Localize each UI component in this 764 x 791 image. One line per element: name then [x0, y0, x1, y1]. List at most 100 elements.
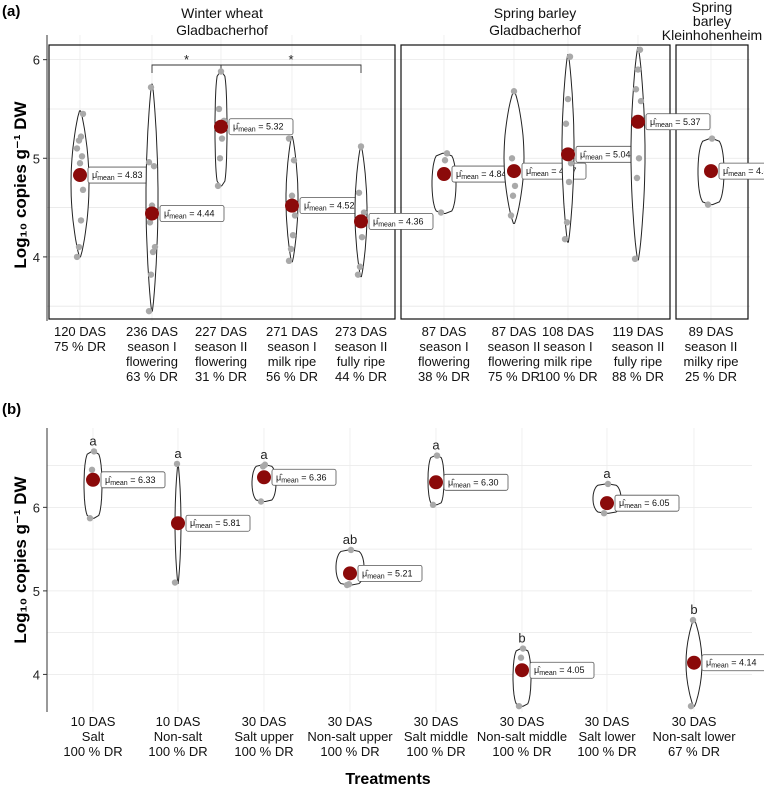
x-category-label-0: Salt [82, 729, 105, 744]
x-category-label-9: 25 % DR [685, 369, 737, 384]
mean-point-7 [561, 147, 575, 162]
x-category-label-6: 100 % DR [577, 744, 636, 759]
mean-label-text: μ̂mean = 4.52 [304, 201, 354, 213]
mean-label-box [701, 654, 764, 672]
x-category-label-3: season I [267, 339, 316, 354]
y-tick-label: 4 [33, 667, 40, 682]
data-point [564, 95, 572, 103]
data-point [632, 86, 640, 93]
data-point [600, 510, 608, 517]
data-point [634, 66, 642, 73]
data-point [88, 466, 96, 473]
mean-label-5: μ̂mean = 4.05 [529, 661, 595, 679]
x-category-label-4: 273 DAS [335, 324, 387, 339]
data-point [288, 192, 296, 199]
mean-label-text: μ̂mean = 5.21 [362, 568, 412, 580]
data-point [561, 235, 569, 243]
data-point [217, 68, 225, 75]
mean-point-1 [171, 516, 185, 531]
group-title-0: Winter wheat [181, 5, 263, 21]
data-point [289, 232, 297, 239]
mean-label-2: μ̂mean = 5.32 [228, 118, 294, 136]
x-category-label-1: flowering [126, 354, 178, 369]
significance-label: * [184, 52, 189, 67]
significance-letter-6: a [603, 466, 611, 481]
x-category-label-2: 100 % DR [234, 744, 293, 759]
data-point [290, 157, 298, 164]
x-category-label-6: 75 % DR [488, 369, 540, 384]
x-category-label-2: 227 DAS [195, 324, 247, 339]
data-point [149, 248, 157, 256]
mean-label-box [159, 205, 225, 222]
data-point [215, 105, 223, 113]
data-point [146, 219, 154, 226]
x-category-label-4: 100 % DR [406, 744, 465, 759]
x-category-label-6: Salt lower [578, 729, 636, 744]
y-tick-label: 5 [33, 151, 40, 166]
x-category-label-1: 236 DAS [126, 324, 178, 339]
x-category-label-8: 88 % DR [612, 369, 664, 384]
data-point [171, 579, 179, 586]
x-category-label-2: season II [195, 339, 248, 354]
x-category-label-6: flowering [488, 354, 540, 369]
data-point [218, 135, 226, 142]
mean-point-2 [257, 470, 271, 485]
panel-a-ylabel: Log₁₀ copies g⁻¹ DW [11, 100, 30, 268]
mean-label-text: μ̂mean = 4.83 [92, 170, 142, 182]
data-point [562, 120, 570, 127]
data-point [704, 201, 712, 208]
mean-label-9: μ̂mean = 4.87 [718, 162, 764, 180]
data-point [565, 178, 573, 186]
significance-letter-0: a [89, 433, 97, 448]
data-point [689, 616, 697, 624]
panel-a-letter: (a) [2, 3, 20, 20]
x-category-label-5: 38 % DR [418, 369, 470, 384]
group-frame-0 [48, 44, 396, 320]
mean-label-box [614, 494, 680, 512]
data-point [508, 155, 516, 162]
mean-point-7 [687, 655, 701, 670]
y-tick-label: 6 [33, 53, 40, 68]
group-title-2: Kleinhohenheim [662, 27, 762, 43]
x-category-label-1: Non-salt [154, 729, 203, 744]
data-point [75, 243, 83, 251]
mean-label-3: μ̂mean = 4.52 [299, 197, 365, 215]
x-category-label-2: 31 % DR [195, 369, 247, 384]
y-tick-label: 4 [33, 250, 40, 265]
mean-label-text: μ̂mean = 4.05 [534, 665, 584, 677]
data-point [687, 702, 695, 710]
data-point [257, 498, 265, 505]
data-point [507, 212, 515, 219]
x-category-label-4: 30 DAS [414, 714, 459, 729]
group-title-0: Gladbacherhof [176, 22, 268, 38]
x-category-label-4: fully ripe [337, 354, 385, 369]
data-point [567, 160, 575, 167]
significance-label: * [288, 52, 293, 67]
mean-label-box [228, 118, 294, 136]
mean-label-3: μ̂mean = 5.21 [357, 564, 423, 582]
mean-label-text: μ̂mean = 5.81 [190, 518, 240, 530]
data-point [510, 88, 518, 95]
data-point [285, 257, 293, 265]
x-category-label-2: flowering [195, 354, 247, 369]
mean-label-text: μ̂mean = 6.36 [276, 472, 326, 484]
mean-label-6: μ̂mean = 4.87 [521, 162, 587, 180]
mean-label-text: μ̂mean = 4.84 [456, 169, 506, 181]
data-point [519, 645, 527, 652]
mean-label-box [368, 212, 434, 230]
mean-label-text: μ̂mean = 5.37 [650, 117, 700, 129]
mean-label-text: μ̂mean = 4.36 [373, 216, 423, 228]
group-title-1: Gladbacherhof [489, 22, 581, 38]
x-category-label-6: 87 DAS [492, 324, 537, 339]
x-category-label-3: 271 DAS [266, 324, 318, 339]
x-category-label-6: 30 DAS [585, 714, 630, 729]
x-category-label-7: 100 % DR [538, 369, 597, 384]
mean-label-text: μ̂mean = 4.44 [164, 209, 214, 221]
data-point [145, 159, 153, 166]
data-point [437, 209, 445, 216]
data-point [563, 219, 571, 226]
mean-label-box [271, 468, 337, 486]
data-point [358, 233, 366, 241]
mean-point-5 [515, 663, 529, 678]
mean-point-8 [631, 114, 645, 129]
